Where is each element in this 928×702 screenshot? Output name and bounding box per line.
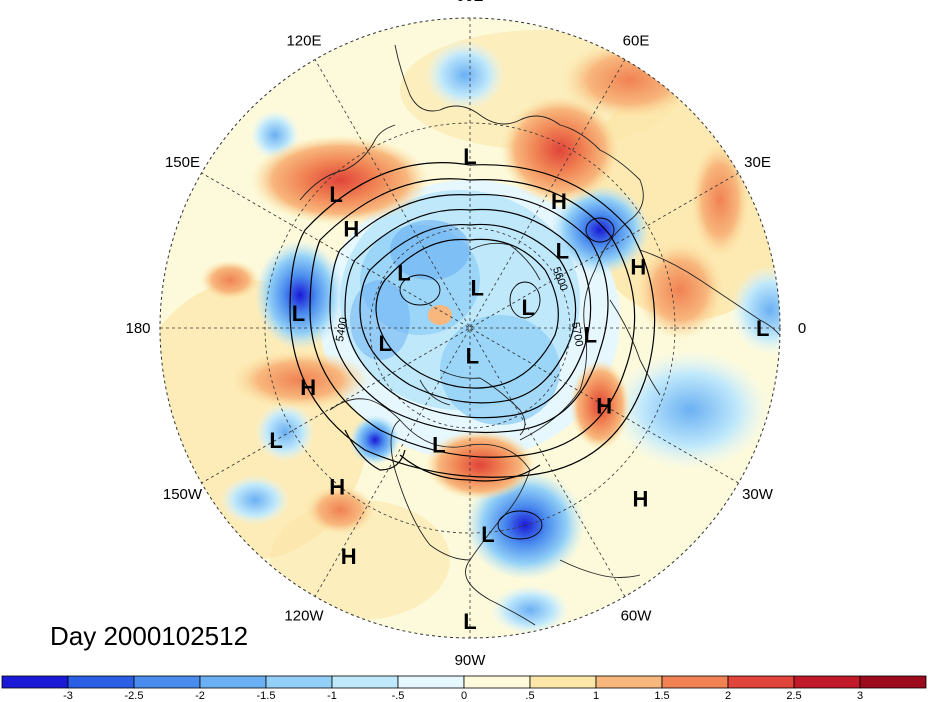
longitude-label: 150E <box>165 154 200 171</box>
longitude-label: 180 <box>125 320 150 337</box>
high-center: H <box>630 255 646 280</box>
colorbar-swatch <box>133 675 201 689</box>
low-center: L <box>466 343 479 368</box>
longitude-label: 90E <box>457 0 484 5</box>
colorbar-swatch <box>331 675 399 689</box>
high-center: H <box>300 375 316 400</box>
longitude-label: 60E <box>623 32 650 49</box>
colorbar: -3 -2.5 -2 -1.5 -1 -.5 0 .5 1 1.5 2 2.5 3 <box>1 675 927 702</box>
low-center: L <box>432 432 445 457</box>
colorbar-swatch <box>67 675 135 689</box>
colorbar-tick-label: 3 <box>857 690 863 702</box>
colorbar-tick-label: -3 <box>63 690 73 702</box>
low-center: L <box>756 316 769 341</box>
colorbar-swatch <box>463 675 531 689</box>
coastlines <box>299 44 780 626</box>
colorbar-swatch <box>199 675 267 689</box>
colorbar-swatch <box>727 675 795 689</box>
colorbar-swatch <box>793 675 861 689</box>
high-center: H <box>633 486 649 511</box>
low-center: L <box>378 331 391 356</box>
low-center: L <box>522 295 535 320</box>
map-boundary <box>159 17 781 639</box>
contour-value-label: 5700 <box>569 321 585 347</box>
low-center: L <box>463 144 476 169</box>
low-center: L <box>556 239 569 264</box>
colorbar-tick-label: -1.5 <box>257 690 276 702</box>
colorbar-tick-label: 2 <box>725 690 731 702</box>
colorbar-tick-label: 2.5 <box>786 690 801 702</box>
colorbar-tick-label: -2.5 <box>125 690 144 702</box>
longitude-label: 90W <box>455 652 487 669</box>
anomaly-field <box>160 18 780 638</box>
colorbar-tick-label: -2 <box>195 690 205 702</box>
longitude-label: 120W <box>284 608 324 625</box>
longitude-label: 60W <box>621 608 653 625</box>
high-center: H <box>341 544 357 569</box>
low-center: L <box>470 275 483 300</box>
graticule <box>160 18 780 638</box>
low-center: L <box>481 522 494 547</box>
low-center: L <box>329 182 342 207</box>
colorbar-tick-label: .5 <box>525 690 534 702</box>
high-center: H <box>596 394 612 419</box>
high-center: H <box>329 474 345 499</box>
low-center: L <box>292 301 305 326</box>
longitude-label: 120E <box>286 32 321 49</box>
low-center: L <box>397 261 410 286</box>
colorbar-tick-label: 0 <box>461 690 467 702</box>
colorbar-swatch <box>859 675 927 689</box>
colorbar-tick-label: -.5 <box>392 690 405 702</box>
contour-value-label: 5400 <box>334 316 350 342</box>
longitude-label: 30E <box>744 154 771 171</box>
colorbar-swatch <box>265 675 333 689</box>
colorbar-tick-label: 1.5 <box>654 690 669 702</box>
colorbar-tick-label: -1 <box>327 690 337 702</box>
longitude-label: 30W <box>742 486 774 503</box>
longitude-label: 0 <box>798 320 806 337</box>
colorbar-tick-label: 1 <box>593 690 599 702</box>
high-center: H <box>551 189 567 214</box>
low-center: L <box>463 609 476 634</box>
colorbar-swatch <box>595 675 663 689</box>
high-center: H <box>343 216 359 241</box>
low-center: L <box>269 428 282 453</box>
day-label: Day 2000102512 <box>50 621 248 651</box>
low-center: L <box>584 322 597 347</box>
colorbar-swatch <box>397 675 465 689</box>
longitude-label: 150W <box>163 486 203 503</box>
height-contours <box>289 162 656 482</box>
colorbar-swatch <box>1 675 69 689</box>
longitude-labels: 90E 60E 30E 0 30W 60W 90W 120W 150W 180 150E 120E <box>125 0 806 669</box>
colorbar-swatch <box>661 675 729 689</box>
colorbar-swatch <box>529 675 597 689</box>
